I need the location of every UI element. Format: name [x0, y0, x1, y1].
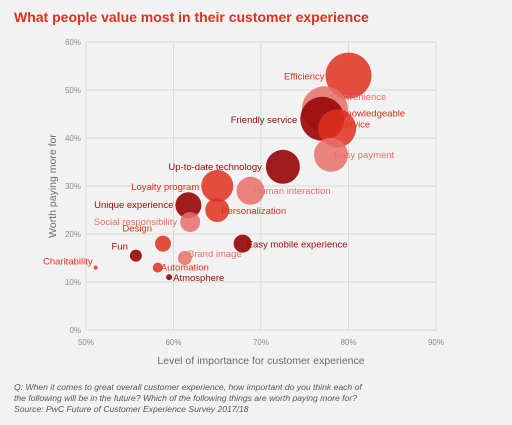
bubble-label: Fun	[112, 242, 128, 253]
y-tick-label: 50%	[65, 86, 81, 95]
bubble	[177, 251, 192, 265]
bubble-label: Loyalty program	[131, 182, 199, 193]
bubble-label: Human interaction	[254, 186, 331, 197]
bubble	[175, 192, 202, 219]
x-tick-label: 80%	[340, 338, 356, 347]
bubble-label: Efficiency	[284, 72, 325, 83]
bubbles	[93, 52, 372, 281]
bubble-label: Design	[122, 224, 152, 235]
bubble	[180, 212, 201, 232]
bubble-label: Social responsibility	[94, 217, 178, 228]
x-tick-label: 70%	[253, 338, 269, 347]
bubble-label: Atmosphere	[173, 273, 224, 284]
bubble-labels: Efficiency Convenience Friendly service Kno…	[43, 72, 405, 285]
bubble	[318, 109, 357, 148]
bubble-label: Unique experience	[94, 200, 173, 211]
x-axis-title: Level of importance for customer experie…	[157, 355, 364, 367]
bubble	[236, 176, 265, 205]
y-tick-label: 60%	[65, 38, 81, 47]
bubble-label: Up-to-date technology	[168, 162, 262, 173]
bubble-chart: Efficiency Convenience Friendly service Kno…	[43, 38, 444, 367]
bubble-label: Knowledgeable service	[340, 108, 405, 130]
y-tick-label: 30%	[65, 182, 81, 191]
x-tick-label: 50%	[78, 338, 94, 347]
y-axis-title: Worth paying more for	[47, 134, 59, 238]
bubble	[166, 274, 173, 281]
bubble	[314, 137, 348, 172]
x-tick-label: 90%	[428, 338, 444, 347]
y-tick-label: 20%	[65, 230, 81, 239]
bubble-label: Convenience	[331, 92, 386, 103]
bubble	[93, 265, 98, 270]
bubble	[265, 149, 300, 184]
bubble	[325, 52, 372, 99]
bubble-label: Easy mobile experience	[247, 240, 348, 251]
bubble-label: Friendly service	[231, 115, 298, 126]
y-tick-label: 10%	[65, 278, 81, 287]
survey-note: Q: When it comes to great overall custom…	[14, 382, 502, 415]
bubble	[129, 249, 142, 262]
chart-title: What people value most in their customer…	[14, 9, 369, 25]
note-line: Q: When it comes to great overall custom…	[14, 382, 362, 392]
bubble-label: Brand image	[188, 249, 242, 260]
bubble	[201, 170, 234, 202]
bubble-label: Easy payment	[334, 150, 395, 161]
y-tick-label: 0%	[69, 326, 81, 335]
bubble	[155, 235, 171, 252]
tick-labels: 0% 10% 20% 30% 40% 50% 60% 50% 60% 70% 80% 90%	[65, 38, 444, 347]
note-line: the following will be in the future? Whi…	[14, 393, 357, 403]
bubble-label: Automation	[161, 263, 209, 274]
y-tick-label: 40%	[65, 134, 81, 143]
bubble-label: Charitability	[43, 257, 93, 268]
bubble	[152, 262, 163, 273]
note-line: Source: PwC Future of Customer Experienc…	[14, 404, 249, 414]
bubble-label: Personalization	[221, 206, 286, 217]
bubble	[205, 198, 230, 222]
x-tick-label: 60%	[165, 338, 181, 347]
bubble	[233, 234, 252, 253]
